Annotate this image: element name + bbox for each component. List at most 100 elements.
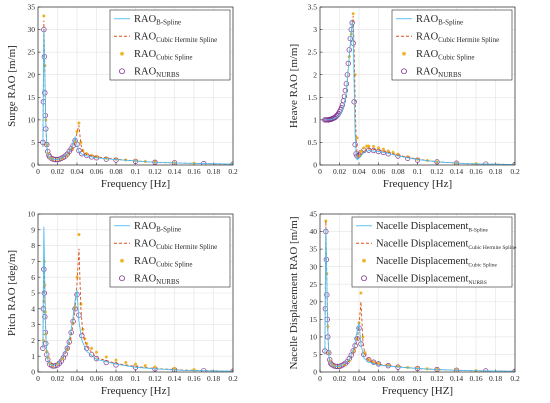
- cubic-spline-point: [75, 129, 79, 134]
- cubic-spline-point: [381, 147, 385, 151]
- cubic-spline-point: [65, 153, 69, 157]
- nurbs-point: [339, 102, 346, 108]
- x-tick-label: 0.2: [228, 374, 238, 383]
- cubic-spline-point: [359, 291, 363, 295]
- legend-label: RAOB-Spline: [134, 221, 181, 234]
- x-tick-label: 0.02: [333, 167, 346, 176]
- cubic-spline-point: [75, 275, 79, 279]
- legend-swatch: [362, 258, 366, 263]
- x-axis-label: Frequency [Hz]: [101, 385, 170, 397]
- legend-box: [109, 9, 231, 81]
- nurbs-point: [341, 93, 348, 100]
- legend-swatch: [402, 51, 406, 56]
- x-tick-label: 0.18: [207, 167, 220, 176]
- cubic-spline-point: [85, 341, 89, 346]
- legend-name: RAO: [134, 31, 157, 42]
- y-tick-label: 3.5: [308, 3, 318, 12]
- x-axis-label: Frequency [Hz]: [101, 178, 170, 190]
- legend-swatch: [120, 51, 124, 56]
- x-tick-label: 0.18: [207, 374, 220, 383]
- x-tick-label: 0: [36, 374, 40, 383]
- cubic-spline-point: [172, 366, 177, 371]
- chart-panel-2: 0 0.02 0.04 0.06 0.08 0.1 0.12 0.14 0.16 0.18 0.2 0…: [6, 210, 238, 397]
- x-tick-label: 0.08: [109, 167, 122, 176]
- x-tick-label: 0.16: [187, 374, 200, 383]
- y-axis-label: Pitch RAO [deg/m]: [6, 250, 18, 336]
- legend-swatch: [119, 68, 125, 75]
- cubic-spline-point: [396, 152, 400, 156]
- x-tick-label: 0.12: [148, 374, 161, 383]
- cubic-spline-point: [376, 361, 381, 366]
- x-tick-label: 0.04: [352, 374, 365, 383]
- x-tick-label: 0.18: [489, 374, 502, 383]
- x-tick-label: 0.02: [51, 167, 64, 176]
- plot-series: [322, 12, 515, 165]
- y-tick-label: 25: [28, 48, 36, 57]
- x-tick-label: 0.06: [90, 374, 103, 383]
- y-tick-label: 10: [310, 332, 318, 341]
- x-tick-label: 0.02: [51, 374, 64, 383]
- nurbs-point: [42, 314, 48, 320]
- plot-series: [322, 219, 515, 372]
- x-tick-label: 0.06: [372, 374, 385, 383]
- x-tick-label: 0.14: [450, 374, 463, 383]
- cubic-spline-point: [367, 358, 371, 362]
- y-tick-label: 0: [31, 161, 35, 170]
- cubic-spline-point: [391, 150, 395, 154]
- legend-name: RAO: [416, 14, 439, 25]
- x-tick-label: 0.18: [489, 167, 502, 176]
- legend-label: RAOCubic Spline: [134, 49, 193, 62]
- x-tick-label: 0: [318, 167, 322, 176]
- nurbs-point: [354, 335, 360, 342]
- x-tick-label: 0.16: [187, 167, 200, 176]
- x-tick-label: 0.1: [131, 167, 141, 176]
- legend-label: RAOCubic Hermite Spline: [416, 31, 499, 44]
- legend-name: Nacelle Displacement: [376, 273, 468, 284]
- cubic-spline-point: [104, 355, 108, 359]
- y-tick-label: 2: [31, 336, 35, 345]
- x-tick-label: 0.12: [430, 374, 443, 383]
- y-tick-label: 30: [310, 262, 318, 271]
- y-tick-label: 30: [28, 25, 36, 34]
- legend-box: [351, 216, 513, 288]
- cubic-spline-point: [367, 144, 371, 148]
- y-tick-label: 20: [28, 70, 36, 79]
- legend-subscript: Cubic Hermite Spline: [468, 245, 517, 251]
- cubic-spline-point: [351, 12, 355, 16]
- legend-subscript: NURBS: [468, 280, 486, 286]
- cubic-spline-point: [79, 140, 83, 145]
- legend-name: RAO: [134, 238, 157, 249]
- legend-subscript: Cubic Hermite Spline: [156, 243, 217, 251]
- legend-subscript: B-Spline: [438, 18, 463, 26]
- series-line-cubic-hermite-spline: [42, 248, 233, 372]
- x-tick-label: 0.08: [391, 167, 404, 176]
- x-tick-label: 0.2: [228, 167, 238, 176]
- x-tick-label: 0.1: [413, 167, 423, 176]
- y-tick-label: 1: [313, 115, 317, 124]
- plot-series: [40, 14, 233, 165]
- cubic-spline-point: [73, 305, 77, 309]
- cubic-spline-point: [386, 149, 390, 153]
- y-tick-label: 20: [310, 297, 318, 306]
- legend-label: Nacelle DisplacementCubic Hermite Spline: [376, 238, 517, 251]
- x-tick-label: 0.12: [430, 167, 443, 176]
- legend-name: RAO: [134, 221, 157, 232]
- y-tick-label: 2: [313, 70, 317, 79]
- series-line-b-spline: [42, 29, 233, 165]
- legend-subscript: Cubic Hermite Spline: [438, 36, 499, 44]
- legend-name: Nacelle Displacement: [376, 238, 468, 249]
- x-tick-label: 0.14: [168, 167, 181, 176]
- x-tick-label: 0: [36, 167, 40, 176]
- chart-panel-0: 0 0.02 0.04 0.06 0.08 0.1 0.12 0.14 0.16 0.18 0.2 0…: [6, 3, 238, 190]
- cubic-spline-point: [372, 360, 376, 364]
- legend-swatch: [361, 275, 367, 282]
- legend-label: Nacelle DisplacementNURBS: [376, 273, 487, 286]
- y-tick-label: 15: [28, 93, 36, 102]
- x-tick-label: 0: [318, 374, 322, 383]
- x-tick-label: 0.2: [510, 374, 520, 383]
- legend-name: RAO: [416, 66, 439, 77]
- legend-name: RAO: [134, 256, 157, 267]
- cubic-spline-point: [386, 363, 390, 367]
